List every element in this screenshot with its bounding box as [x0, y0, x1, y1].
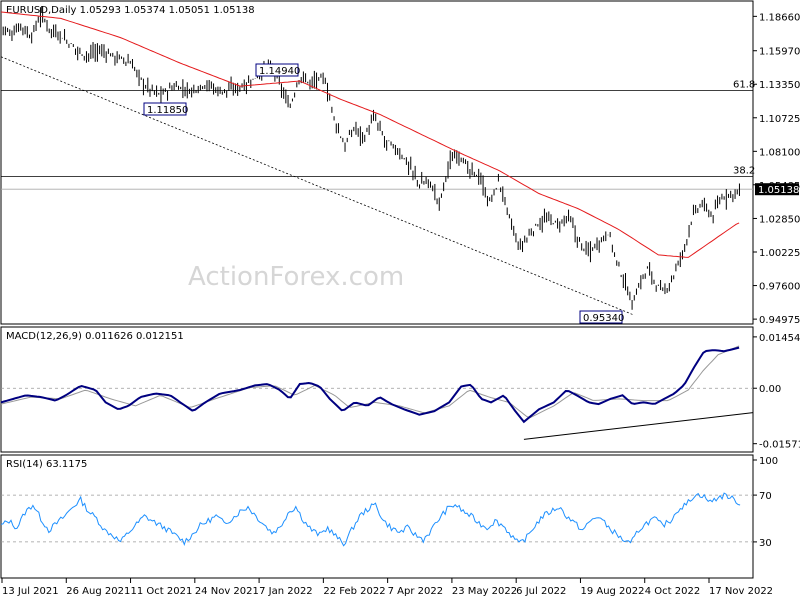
- price-ytick-label: 1.00225: [759, 248, 800, 259]
- x-tick-label: 26 Aug 2021: [66, 586, 130, 597]
- price-y-ticks: 1.186601.159701.133501.107251.081001.054…: [753, 12, 800, 326]
- price-grid-lines: 61.8 38.2: [1, 80, 755, 190]
- macd-trendline: [523, 412, 754, 440]
- annotation-label-2: 0.95340: [583, 313, 624, 324]
- current-price-label: 1.05138: [758, 185, 799, 196]
- price-ytick-label: 0.94975: [759, 315, 800, 326]
- rsi-ytick-label: 30: [759, 538, 772, 549]
- rsi-line: [0, 492, 741, 547]
- price-dashed-trendline: [0, 56, 633, 315]
- x-tick-label: 7 Jan 2022: [259, 586, 313, 597]
- price-ytick-label: 1.08100: [759, 147, 800, 158]
- macd-lines: [0, 345, 754, 440]
- macd-ytick-label: 0.014549: [759, 333, 800, 344]
- price-title: EURUSD,Daily 1.05293 1.05374 1.05051 1.0…: [6, 5, 255, 16]
- rsi-title: RSI(14) 63.1175: [6, 459, 87, 470]
- current-price-box: [755, 183, 799, 196]
- macd-panel-border: [0, 326, 754, 453]
- x-axis: 13 Jul 2021 26 Aug 2021 11 Oct 2021 24 Nov …: [1, 578, 773, 597]
- price-panel: EURUSD,Daily 1.05293 1.05374 1.05051 1.0…: [0, 0, 800, 326]
- price-moving-average: [0, 11, 740, 258]
- annotation-box-0: [255, 63, 299, 77]
- price-ytick-label: 1.10725: [759, 114, 800, 125]
- rsi-grid-lines: [1, 494, 753, 543]
- rsi-panel-border: [0, 454, 754, 579]
- x-tick-label: 23 May 2022: [452, 586, 517, 597]
- macd-panel: MACD(12,26,9) 0.011626 0.012151 0.014549…: [0, 326, 800, 453]
- price-ytick-label: 1.15970: [759, 47, 800, 58]
- rsi-ytick-label: 70: [759, 491, 772, 502]
- x-tick-label: 6 Jul 2022: [516, 586, 566, 597]
- annotation-label-1: 1.11850: [147, 105, 188, 116]
- x-tick-label: 7 Apr 2022: [388, 586, 443, 597]
- annotation-label-0: 1.14940: [259, 66, 300, 77]
- annotation-box-2: [579, 310, 623, 324]
- moving-average-line: [0, 11, 740, 258]
- macd-title: MACD(12,26,9) 0.011626 0.012151: [6, 331, 184, 342]
- x-tick-label: 24 Nov 2021: [195, 586, 259, 597]
- rsi-y-ticks: 100 70 30: [753, 456, 778, 549]
- rsi-panel: RSI(14) 63.1175 100 70 30: [0, 454, 778, 579]
- price-ytick-label: 0.97600: [759, 282, 800, 293]
- macd-ytick-label: 0.00: [759, 384, 781, 395]
- x-tick-label: 11 Oct 2021: [131, 586, 193, 597]
- x-tick-label: 19 Aug 2022: [580, 586, 644, 597]
- fib-label-1: 38.2: [733, 166, 755, 177]
- x-tick-label: 22 Feb 2022: [323, 586, 385, 597]
- annotation-box-1: [143, 102, 187, 116]
- macd-line: [0, 346, 740, 424]
- price-annotations: 1.14940 1.11850 0.95340: [143, 63, 624, 324]
- macd-y-ticks: 0.014549 0.00 -0.015712: [753, 333, 800, 451]
- dashed-trendline: [0, 56, 633, 315]
- rsi-ytick-label: 100: [759, 456, 778, 467]
- price-ytick-label: 1.18660: [759, 12, 800, 23]
- price-panel-border: [0, 0, 754, 325]
- fib-label-0: 61.8: [733, 80, 755, 91]
- rsi-lines: [0, 492, 741, 547]
- price-ytick-label: 1.02850: [759, 214, 800, 225]
- macd-ytick-label: -0.015712: [759, 440, 800, 451]
- watermark: ActionForex.com: [188, 262, 404, 292]
- x-tick-label: 13 Jul 2021: [2, 586, 59, 597]
- x-tick-label: 4 Oct 2022: [645, 586, 700, 597]
- price-ytick-label: 1.13350: [759, 80, 800, 91]
- x-tick-label: 17 Nov 2022: [709, 586, 773, 597]
- price-candles: [0, 6, 740, 310]
